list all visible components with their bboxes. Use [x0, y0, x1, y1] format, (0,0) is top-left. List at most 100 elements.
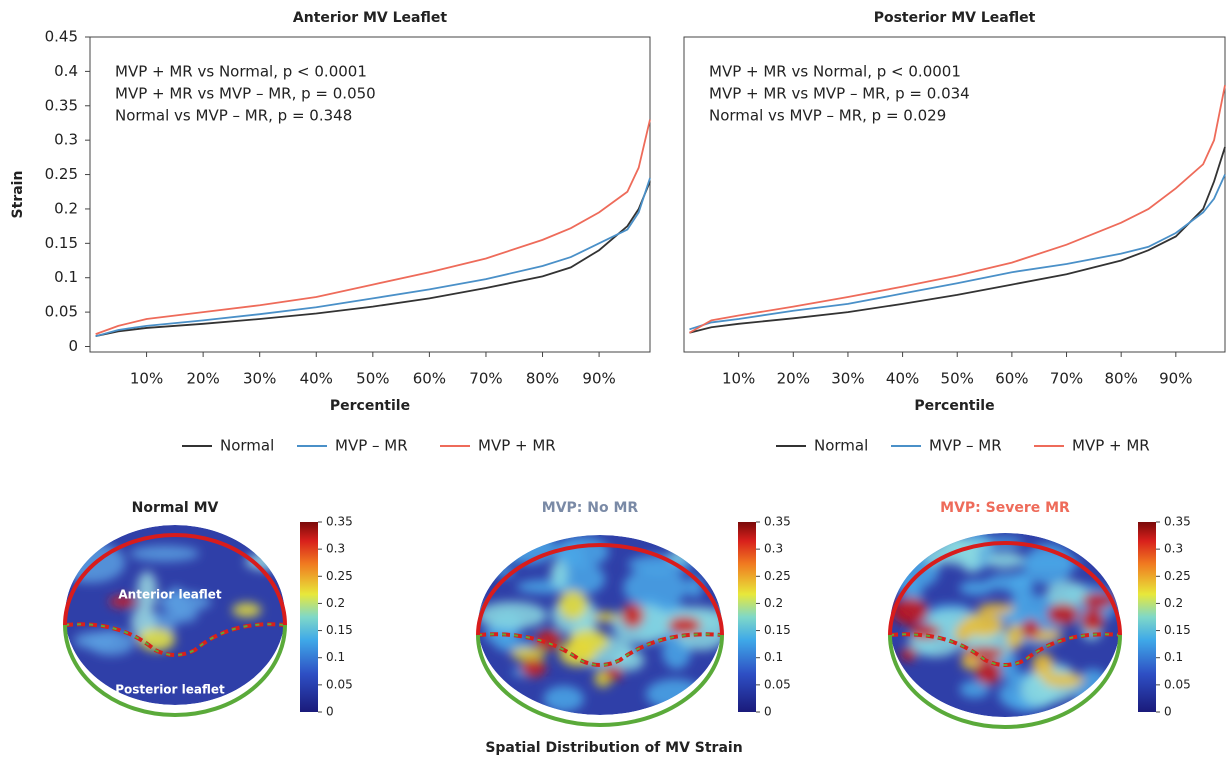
colorbar-tick-label: 0 — [326, 705, 334, 719]
x-axis-label: Percentile — [330, 398, 410, 414]
map-blob — [138, 628, 176, 652]
colorbar-tick-label: 0.1 — [764, 650, 783, 664]
y-tick-label: 0.3 — [54, 131, 78, 149]
plot-frame — [89, 36, 651, 353]
y-tick-label: 0 — [68, 337, 78, 355]
x-tick-label: 70% — [1050, 370, 1083, 388]
colorbar-tick-label: 0.05 — [764, 677, 791, 691]
map-blob — [87, 630, 135, 656]
y-tick-label: 0.1 — [54, 268, 78, 286]
panel-title: Normal MV — [132, 500, 219, 516]
colorbar-tick-label: 0.15 — [326, 623, 353, 637]
legend-label: MVP – MR — [929, 437, 1002, 455]
strain-map — [65, 525, 285, 705]
x-tick-label: 40% — [886, 370, 919, 388]
coaptation-line — [890, 633, 1120, 666]
x-tick-label: 90% — [582, 370, 615, 388]
data-line — [95, 177, 651, 338]
map-blob — [984, 551, 1025, 569]
map-blob — [1046, 603, 1079, 626]
colorbar-tick-label: 0.2 — [764, 596, 783, 610]
y-tick-label: 0.35 — [45, 96, 78, 114]
map-blob — [959, 580, 994, 596]
panel-title: MVP: Severe MR — [940, 500, 1070, 516]
map-blob — [1046, 580, 1088, 608]
annotation: MVP + MR vs MVP – MR, p = 0.050 — [115, 85, 376, 103]
colorbar-tick-label: 0.25 — [326, 569, 353, 583]
x-tick-label: 20% — [186, 370, 219, 388]
chart-title: Posterior MV Leaflet — [874, 10, 1036, 26]
colorbar-tick-label: 0 — [1164, 705, 1172, 719]
colorbar-tick-label: 0.3 — [326, 542, 345, 556]
map-blob — [1081, 607, 1105, 633]
strain-map — [478, 535, 722, 715]
annotation: MVP + MR vs MVP – MR, p = 0.034 — [709, 85, 970, 103]
anterior-border — [476, 543, 724, 636]
x-tick-label: 50% — [941, 370, 974, 388]
map-blob — [962, 613, 1004, 638]
map-blobs — [890, 533, 1117, 712]
data-line — [689, 84, 1226, 334]
map-blob — [1021, 619, 1040, 639]
map-blob — [510, 647, 546, 661]
map-blob — [593, 611, 619, 623]
map-blob — [959, 680, 990, 699]
map-blob — [964, 646, 1005, 659]
x-tick-label: 50% — [356, 370, 389, 388]
x-tick-label: 40% — [300, 370, 333, 388]
x-tick-label: 30% — [243, 370, 276, 388]
map-blob — [909, 624, 941, 640]
map-blob — [623, 567, 688, 609]
map-blob — [621, 603, 644, 628]
map-blob — [1006, 623, 1023, 650]
data-line — [689, 174, 1226, 331]
colorbar-tick-label: 0.25 — [764, 569, 791, 583]
map-blob — [129, 545, 200, 562]
map-blob — [604, 666, 624, 680]
colorbar-tick-label: 0.15 — [1164, 623, 1191, 637]
plot-frame — [683, 36, 1226, 353]
colorbar-tick-label: 0.35 — [764, 515, 791, 529]
y-tick-label: 0.2 — [54, 199, 78, 217]
map-blob — [960, 549, 983, 573]
map-blob — [157, 592, 212, 612]
x-tick-label: 60% — [413, 370, 446, 388]
colorbar — [738, 522, 756, 712]
legend-label: Normal — [814, 437, 868, 455]
colorbar-tick-label: 0.1 — [1164, 650, 1183, 664]
legend-label: MVP + MR — [478, 437, 556, 455]
colorbar-tick-label: 0.3 — [764, 542, 783, 556]
map-blob — [985, 573, 1034, 591]
map-blob — [478, 601, 548, 630]
y-tick-label: 0.05 — [45, 303, 78, 321]
colorbar-tick-label: 0.35 — [1164, 515, 1191, 529]
colorbar — [1138, 522, 1156, 712]
map-blob — [109, 595, 138, 608]
map-blob — [550, 559, 569, 589]
map-blob — [1031, 652, 1054, 678]
leaflet-label: Posterior leaflet — [115, 683, 225, 697]
colorbar-tick-label: 0.15 — [764, 623, 791, 637]
anterior-border — [888, 541, 1122, 636]
data-line — [689, 146, 1226, 334]
y-tick-label: 0.45 — [45, 28, 78, 46]
coaptation-line — [478, 633, 722, 666]
data-line — [95, 119, 651, 335]
colorbar-tick-label: 0.3 — [1164, 542, 1183, 556]
annotation: Normal vs MVP – MR, p = 0.348 — [115, 107, 352, 125]
map-blob — [543, 685, 584, 712]
strain-map — [890, 533, 1120, 717]
posterior-border — [63, 624, 287, 717]
map-blob — [1042, 672, 1085, 688]
map-blob — [891, 597, 929, 625]
colorbar-tick-label: 0 — [764, 705, 772, 719]
chart-title: Anterior MV Leaflet — [293, 10, 447, 26]
annotation: MVP + MR vs Normal, p < 0.0001 — [709, 63, 961, 81]
map-blob — [520, 658, 547, 678]
anterior-border — [63, 533, 287, 626]
map-blob — [1081, 592, 1116, 608]
colorbar-tick-label: 0.05 — [326, 677, 353, 691]
colorbar-tick-label: 0.25 — [1164, 569, 1191, 583]
x-tick-label: 80% — [526, 370, 559, 388]
